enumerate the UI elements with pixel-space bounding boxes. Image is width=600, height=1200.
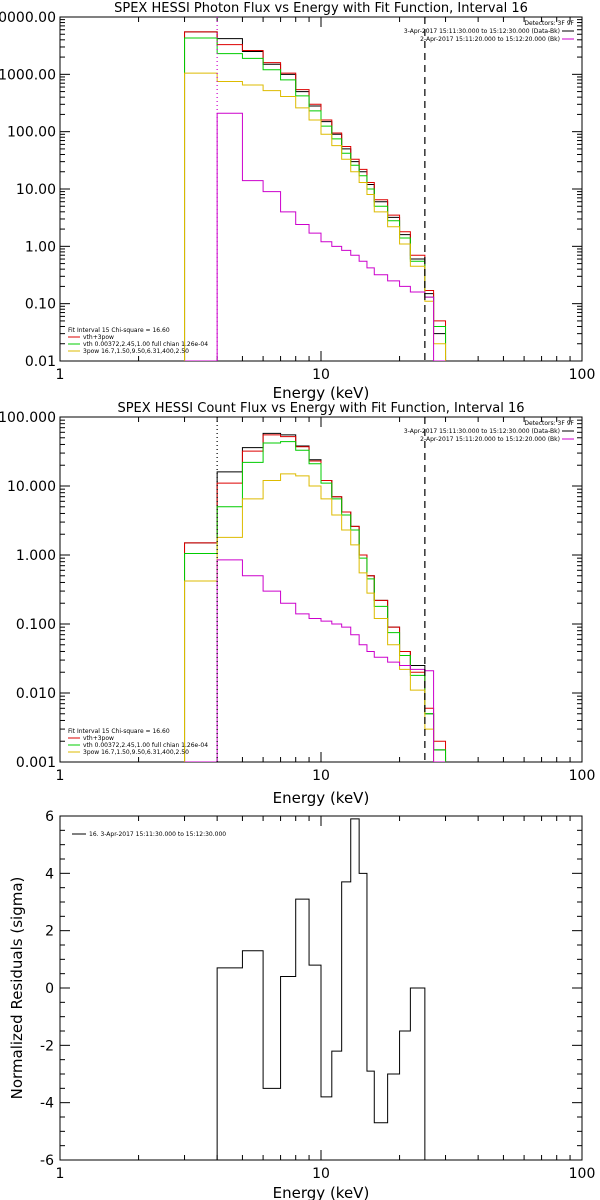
x-tick-label: 1: [56, 367, 65, 383]
y-tick-label: 1.000: [16, 548, 56, 564]
legend-data-interval: 3-Apr-2017 15:11:30.000 to 15:12:30.000 …: [404, 428, 560, 435]
series-3pow: [184, 72, 447, 361]
fit-component-text: 3pow 16.7,1.50,9.50,6.31,400,2.50: [83, 348, 189, 355]
y-tick-label: -6: [40, 1153, 54, 1169]
count-flux-panel: 1 10 100 0.001 0.010 0.100 1.000 10.000 100.000 S…: [0, 401, 595, 807]
residual-legend-text: 16. 3-Apr-2017 15:11:30.000 to 15:12:30.…: [89, 831, 226, 838]
y-tick-label: -4: [40, 1096, 54, 1112]
fit-component-text: vth 0.00372,2.45,1.00 full chian 1.26e-0…: [83, 742, 208, 749]
y-tick-label: 0.10: [25, 297, 56, 313]
legend-detectors: Detectors: 3F 9F: [524, 20, 574, 27]
y-tick-label: 2: [45, 924, 54, 940]
y-tick-label: 4: [45, 866, 54, 882]
y-tick-label: 0.100: [16, 617, 56, 633]
fit-component-text: 3pow 16.7,1.50,9.50,6.31,400,2.50: [83, 749, 189, 756]
x-tick-label: 100: [569, 367, 596, 383]
legend-detectors: Detectors: 3F 9F: [524, 420, 574, 427]
y-tick-label: 10.000: [7, 479, 56, 495]
legend-bk-interval: 2-Apr-2017 15:11:20.000 to 15:12:20.000 …: [420, 36, 560, 43]
y-tick-label: 0.010: [16, 686, 56, 702]
legend-data-interval: 3-Apr-2017 15:11:30.000 to 15:12:30.000 …: [404, 28, 560, 35]
y-tick-label: 0.01: [25, 354, 56, 370]
series-vth-3pow: [184, 434, 447, 762]
y-tick-label: 10.00: [16, 182, 56, 198]
y-tick-label: 6: [45, 809, 54, 825]
chart-title: SPEX HESSI Photon Flux vs Energy with Fi…: [114, 1, 528, 16]
y-tick-label: 10000.00: [0, 10, 56, 26]
x-tick-label: 1: [56, 1166, 65, 1182]
series-data-bk: [184, 432, 447, 762]
series-vth: [184, 441, 447, 762]
x-tick-label: 10: [312, 367, 330, 383]
y-tick-label: 0: [45, 981, 54, 997]
plot-frame: [59, 16, 583, 362]
fit-component-text: vth+3pow: [83, 735, 114, 742]
fit-interval-text: Fit Interval 15 Chi-square = 16.60: [68, 327, 170, 334]
chart-title: SPEX HESSI Count Flux vs Energy with Fit…: [117, 401, 524, 416]
x-tick-label: 10: [312, 768, 330, 784]
x-tick-label: 100: [569, 1166, 596, 1182]
x-tick-label: 100: [569, 768, 596, 784]
x-axis-label: Energy (keV): [273, 1184, 370, 1200]
x-tick-label: 10: [312, 1166, 330, 1182]
photon-flux-panel: 1 10 100 0.01 0.10 1.00 10.00 100.00 1000.00 1000…: [0, 1, 595, 402]
y-tick-label: 1000.00: [0, 67, 56, 83]
y-axis-label: Normalized Residuals (sigma): [8, 877, 26, 1100]
y-tick-label: 100.00: [7, 125, 56, 141]
y-tick-label: -2: [40, 1038, 54, 1054]
series-bk: [184, 112, 446, 361]
residuals-panel: 1 10 100 -6 -4 -2 0 2 4 6 Energy (keV) Normalized R…: [8, 809, 595, 1200]
fit-component-text: vth 0.00372,2.45,1.00 full chian 1.26e-0…: [83, 341, 208, 348]
legend-bk-interval: 2-Apr-2017 15:11:20.000 to 15:12:20.000 …: [420, 436, 560, 443]
y-tick-label: 0.001: [16, 755, 56, 771]
series-bk: [184, 559, 446, 762]
y-tick-label: 1.00: [25, 239, 56, 255]
y-tick-label: 100.000: [0, 410, 56, 426]
x-axis-label: Energy (keV): [273, 384, 370, 402]
fit-component-text: vth+3pow: [83, 334, 114, 341]
x-axis-label: Energy (keV): [273, 789, 370, 807]
series-16-: [216, 818, 446, 1160]
series-3pow: [184, 473, 446, 762]
x-tick-label: 1: [56, 768, 65, 784]
series-vth: [184, 37, 447, 361]
fit-interval-text: Fit Interval 15 Chi-square = 16.60: [68, 728, 170, 735]
